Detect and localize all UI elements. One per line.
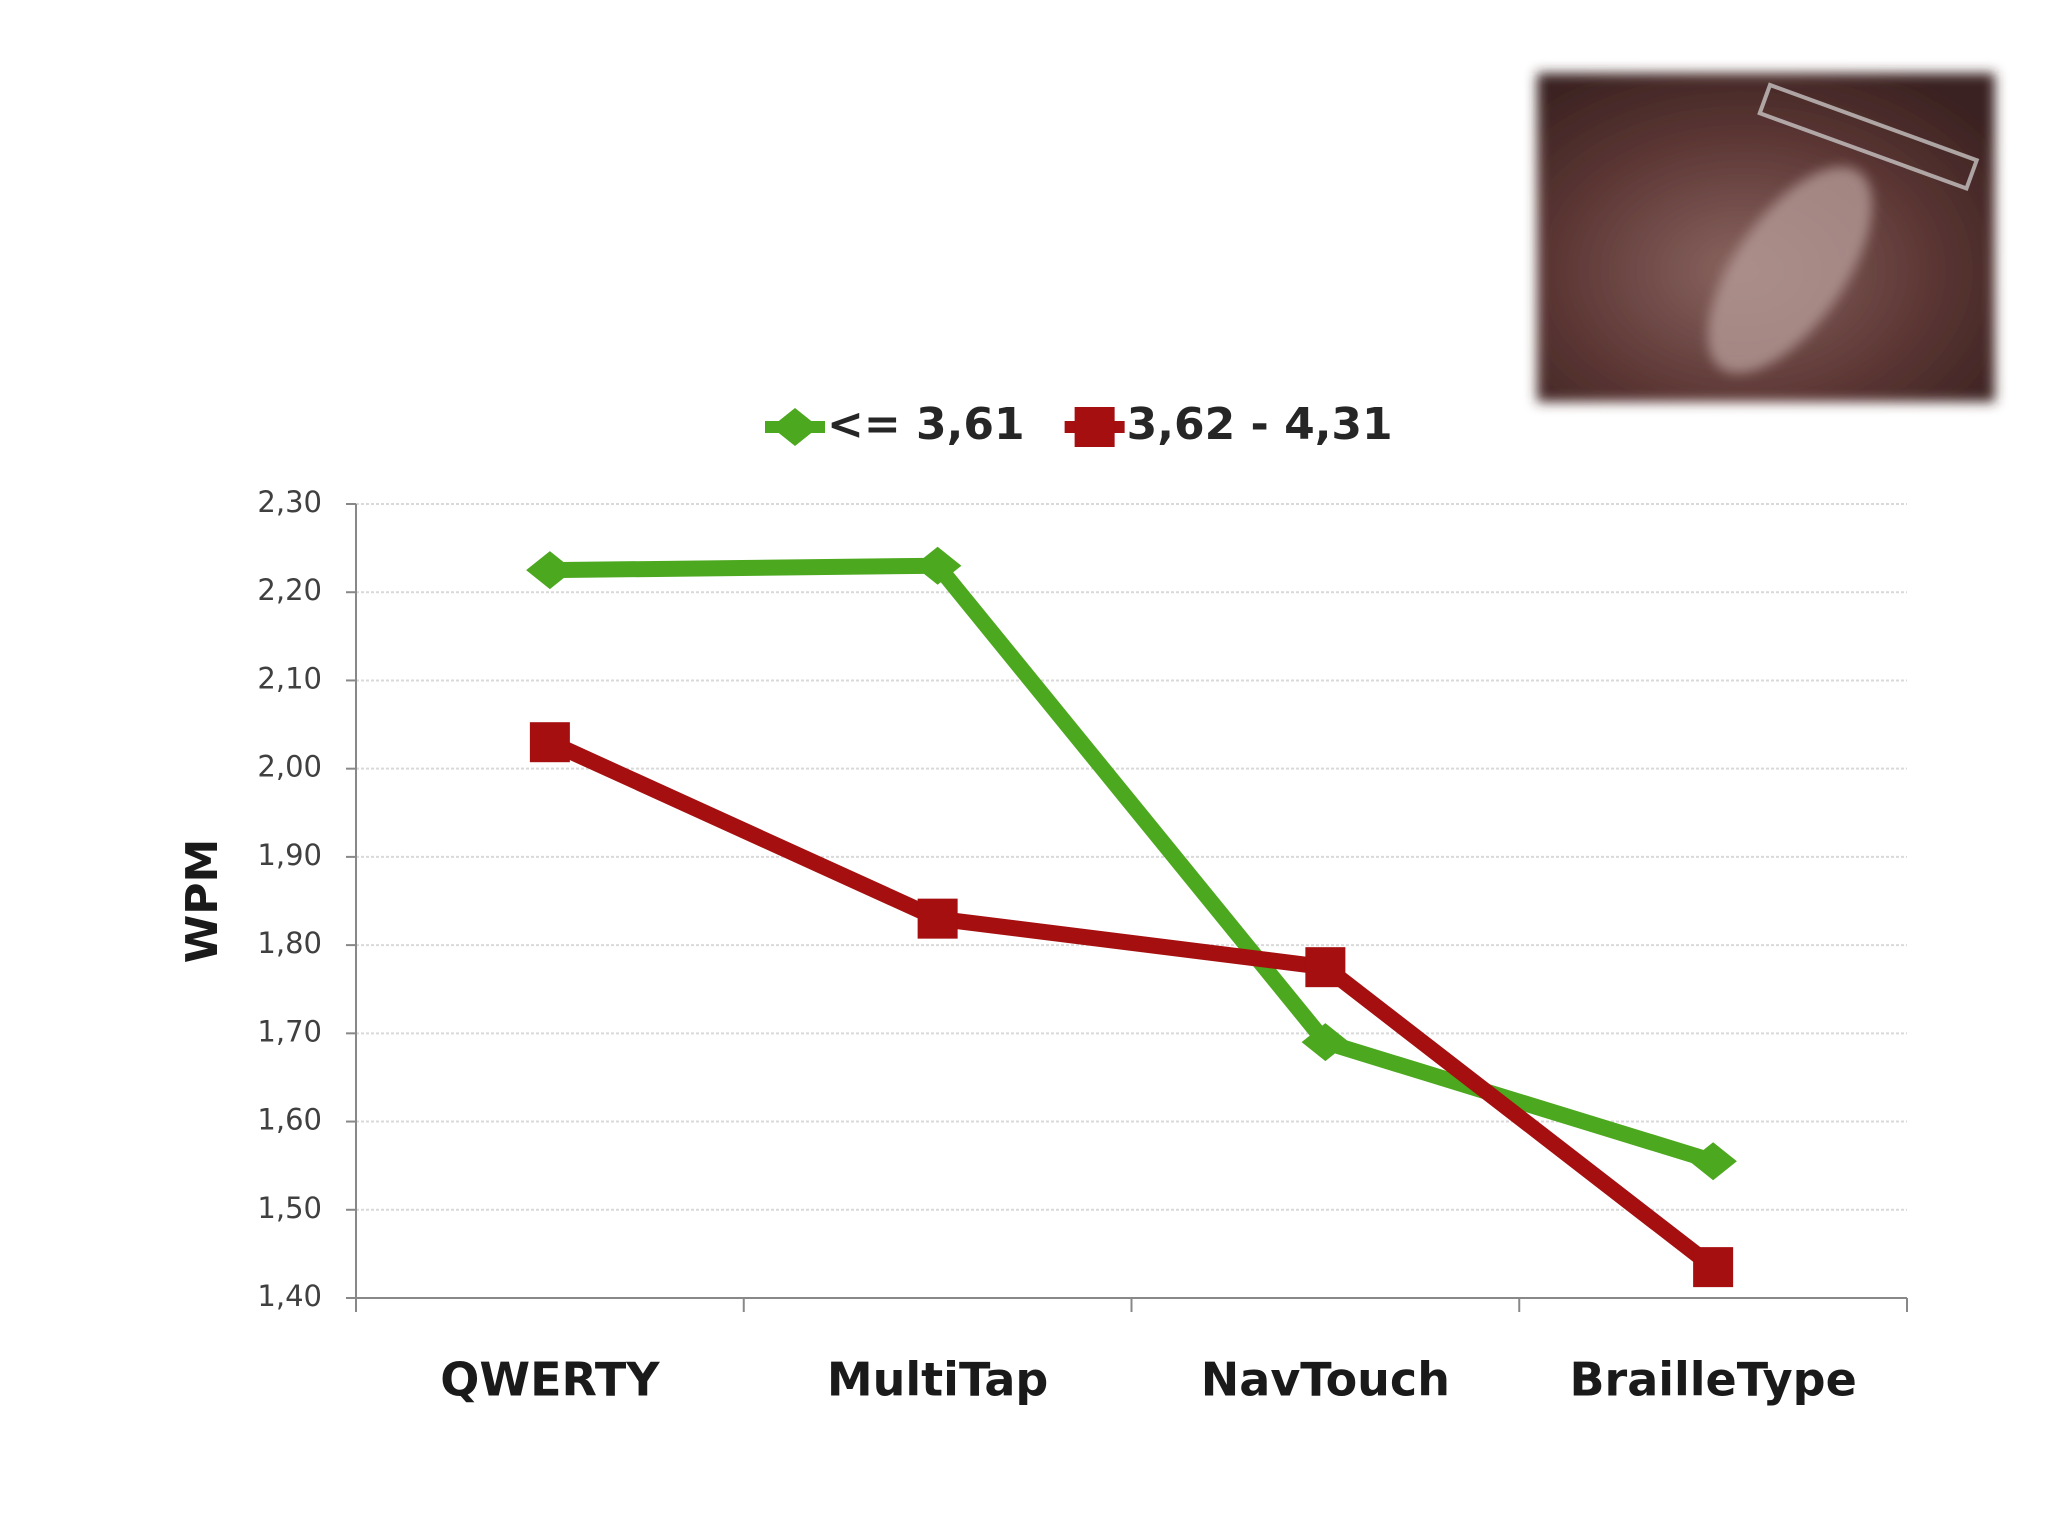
y-tick-label: 1,70 [257, 1014, 322, 1048]
series-line [546, 734, 1719, 1274]
x-tick-label: NavTouch [1201, 1353, 1450, 1407]
x-tick-label: BrailleType [1569, 1353, 1856, 1407]
series-line [549, 557, 1716, 1169]
legend-label: 3,62 - 4,31 [1127, 399, 1393, 450]
y-tick-label: 2,30 [257, 485, 322, 519]
y-tick-label: 1,60 [257, 1103, 322, 1137]
y-tick-label: 1,40 [257, 1279, 322, 1313]
data-point [1689, 1142, 1737, 1181]
y-tick-label: 2,00 [257, 750, 322, 784]
y-tick-label: 1,90 [257, 838, 322, 872]
data-point [913, 546, 962, 585]
y-tick-label: 2,20 [257, 573, 322, 607]
legend-marker [1074, 407, 1115, 447]
y-tick-label: 1,80 [257, 926, 322, 960]
y-tick-label: 1,50 [257, 1191, 322, 1225]
data-point [1693, 1247, 1734, 1288]
data-point [1301, 1023, 1350, 1062]
legend-marker [771, 408, 819, 446]
x-tick-label: QWERTY [440, 1353, 660, 1407]
data-point [917, 898, 958, 939]
x-tick-label: MultiTap [827, 1353, 1048, 1407]
photo [1537, 73, 1995, 402]
data-point [526, 551, 574, 590]
data-point [529, 722, 570, 763]
y-tick-label: 2,10 [257, 661, 322, 695]
legend-label: <= 3,61 [827, 399, 1025, 450]
data-point [1305, 947, 1346, 988]
y-axis-title: WPM [177, 839, 228, 964]
